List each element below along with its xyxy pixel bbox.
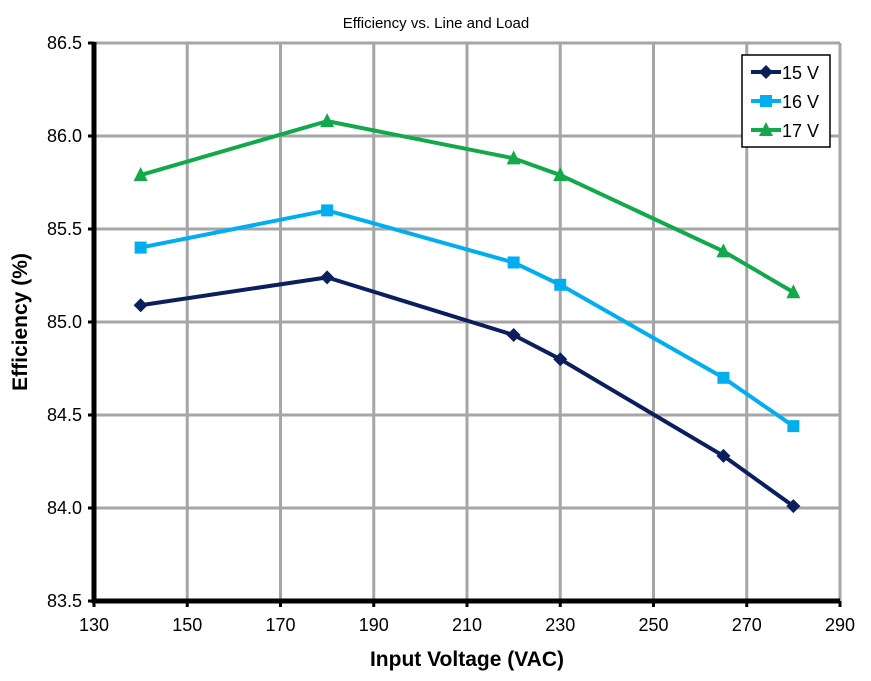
data-point [716, 448, 731, 463]
data-point [506, 328, 521, 343]
legend-label: 17 V [782, 121, 819, 141]
x-tick-label: 250 [638, 615, 668, 635]
data-point [786, 499, 801, 514]
data-point [133, 298, 148, 313]
data-point [320, 270, 335, 285]
legend: 15 V 16 V 17 V [741, 54, 831, 148]
legend-item: 15 V [751, 63, 819, 83]
x-tick-label: 230 [545, 615, 575, 635]
legend-marker [759, 122, 773, 136]
data-point [554, 278, 567, 291]
legend-marker [760, 95, 772, 107]
x-tick-label: 190 [359, 615, 389, 635]
x-tick-label: 130 [79, 615, 109, 635]
data-point [716, 243, 731, 258]
data-point [320, 113, 335, 128]
y-tick-label: 86.5 [47, 33, 82, 53]
y-tick-label: 85.0 [47, 312, 82, 332]
y-tick-label: 83.5 [47, 591, 82, 611]
series-group [133, 113, 801, 514]
legend-label: 16 V [782, 92, 819, 112]
legend-label: 15 V [782, 63, 819, 83]
y-tick-label: 84.5 [47, 405, 82, 425]
legend-item: 16 V [751, 92, 819, 112]
y-tick-label: 84.0 [47, 498, 82, 518]
series-line [140, 208, 795, 428]
y-tick-label: 86.0 [47, 126, 82, 146]
x-tick-label: 270 [732, 615, 762, 635]
legend-item: 17 V [751, 121, 819, 141]
series-15v [133, 270, 801, 514]
y-tick-label: 85.5 [47, 219, 82, 239]
x-tick-label: 210 [452, 615, 482, 635]
x-tick-label: 150 [172, 615, 202, 635]
axes [88, 41, 842, 607]
data-point [553, 352, 568, 367]
series-line [140, 119, 795, 294]
data-point [553, 167, 568, 182]
data-point [133, 167, 148, 182]
x-tick-labels: 130 150 170 190 210 230 250 270 290 [79, 615, 855, 635]
x-axis-label: Input Voltage (VAC) [370, 648, 564, 671]
series-16v [134, 204, 800, 433]
chart-title: Efficiency vs. Line and Load [343, 15, 530, 32]
data-point [321, 204, 334, 217]
series-line [140, 275, 795, 508]
data-point [786, 284, 801, 299]
data-point [787, 420, 800, 433]
data-point [717, 371, 730, 384]
data-point [506, 150, 521, 165]
y-axis-label: Efficiency (%) [9, 253, 32, 391]
data-point [507, 256, 520, 269]
x-tick-label: 170 [265, 615, 295, 635]
data-point [134, 241, 147, 254]
grid [94, 41, 842, 601]
x-tick-label: 290 [825, 615, 855, 635]
series-17v [133, 113, 801, 299]
legend-marker [759, 65, 773, 79]
y-tick-labels: 83.5 84.0 84.5 85.0 85.5 86.0 86.5 [47, 33, 82, 611]
